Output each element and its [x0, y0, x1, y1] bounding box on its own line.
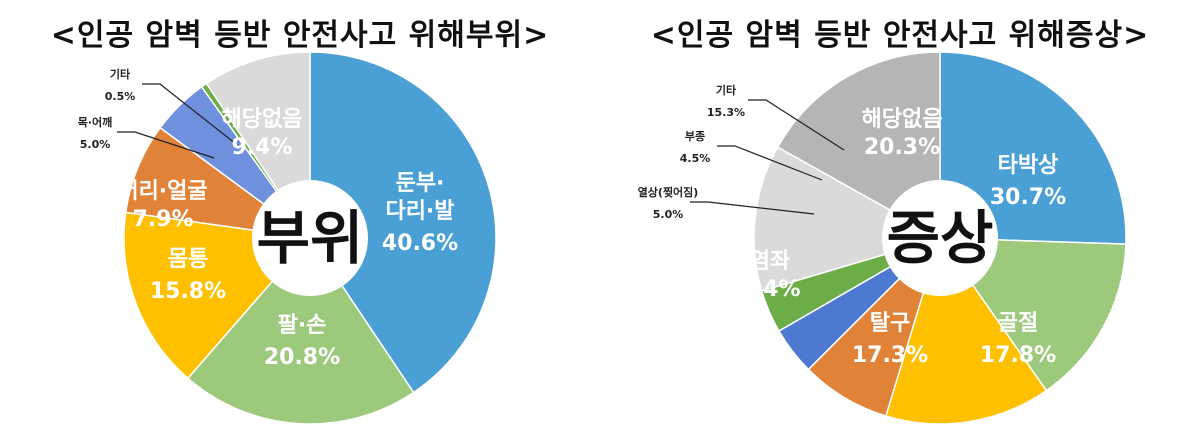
slice-label: 탈구 — [870, 311, 910, 336]
slice-value: 0.5% — [105, 90, 136, 103]
slice-value: 17.8% — [980, 343, 1056, 368]
donut-hole — [252, 180, 368, 296]
slice-value: 15.8% — [150, 279, 226, 304]
slice-label: 다리·발 — [385, 199, 454, 224]
chart-panel-symptom: <인공 암벽 등반 안전사고 위해증상> 증상 타박상 30.7% 골절 17.8% 탈구… — [600, 0, 1200, 446]
leader-line — [142, 83, 242, 149]
leader-line — [690, 201, 815, 215]
slice-label: 해당없음 — [222, 107, 303, 132]
pie-slice — [776, 51, 941, 240]
pie-slice — [938, 237, 1127, 392]
slice-label: 염좌 — [750, 249, 790, 274]
slice-value: 7.9% — [132, 207, 193, 232]
chart-panel-body-part: <인공 암벽 등반 안전사고 위해부위> 부위 둔부· 다리·발 40.6% 팔·손 20… — [50, 18, 550, 425]
slice-label: 팔·손 — [278, 313, 327, 338]
slice-value: 5.0% — [80, 138, 111, 151]
donut-hole — [882, 180, 998, 296]
donut-chart-body-part: 부위 둔부· 다리·발 40.6% 팔·손 20.8% 몸통 15.8% 머리·얼굴 7.9% 목·… — [78, 51, 497, 425]
slice-value: 9.4% — [231, 135, 292, 160]
center-label: 부위 — [257, 204, 364, 272]
pie-slice — [939, 51, 1127, 245]
slice-value: 15.3% — [707, 106, 745, 119]
slice-label: 골절 — [998, 311, 1038, 336]
slice-label: 해당없음 — [862, 107, 943, 132]
slice-label: 둔부· — [396, 171, 445, 196]
slice-value: 20.8% — [264, 345, 340, 370]
chart-title: <인공 암벽 등반 안전사고 위해증상> — [650, 18, 1150, 53]
leader-line — [717, 145, 823, 181]
pie-slice — [186, 236, 415, 425]
slice-value: 17.3% — [852, 343, 928, 368]
center-label: 증상 — [887, 204, 994, 272]
slice-label: 타박상 — [998, 153, 1059, 178]
pie-slice — [309, 51, 497, 394]
slice-value: 20.3% — [864, 135, 940, 160]
slice-value: 9.4% — [739, 277, 800, 302]
leader-line — [748, 99, 845, 151]
slice-label: 열상(찢어짐) — [638, 185, 699, 199]
chart-title: <인공 암벽 등반 안전사고 위해부위> — [50, 18, 550, 53]
slice-value: 4.5% — [680, 152, 711, 165]
slice-value: 5.0% — [653, 208, 684, 221]
leader-line — [117, 131, 215, 159]
slice-label: 머리·얼굴 — [118, 179, 207, 204]
slice-value: 40.6% — [382, 231, 458, 256]
slice-label: 몸통 — [168, 247, 208, 272]
pie-slice — [753, 146, 942, 292]
slice-label: 부종 — [685, 130, 705, 143]
donut-chart-symptom: 증상 타박상 30.7% 골절 17.8% 탈구 17.3% 염좌 9.4% 열상(찢어짐) 5.0… — [638, 51, 1127, 425]
slice-value: 30.7% — [990, 185, 1066, 210]
slice-label: 기타 — [110, 67, 131, 81]
slice-label: 목·어깨 — [78, 115, 113, 129]
slice-label: 기타 — [716, 83, 737, 97]
